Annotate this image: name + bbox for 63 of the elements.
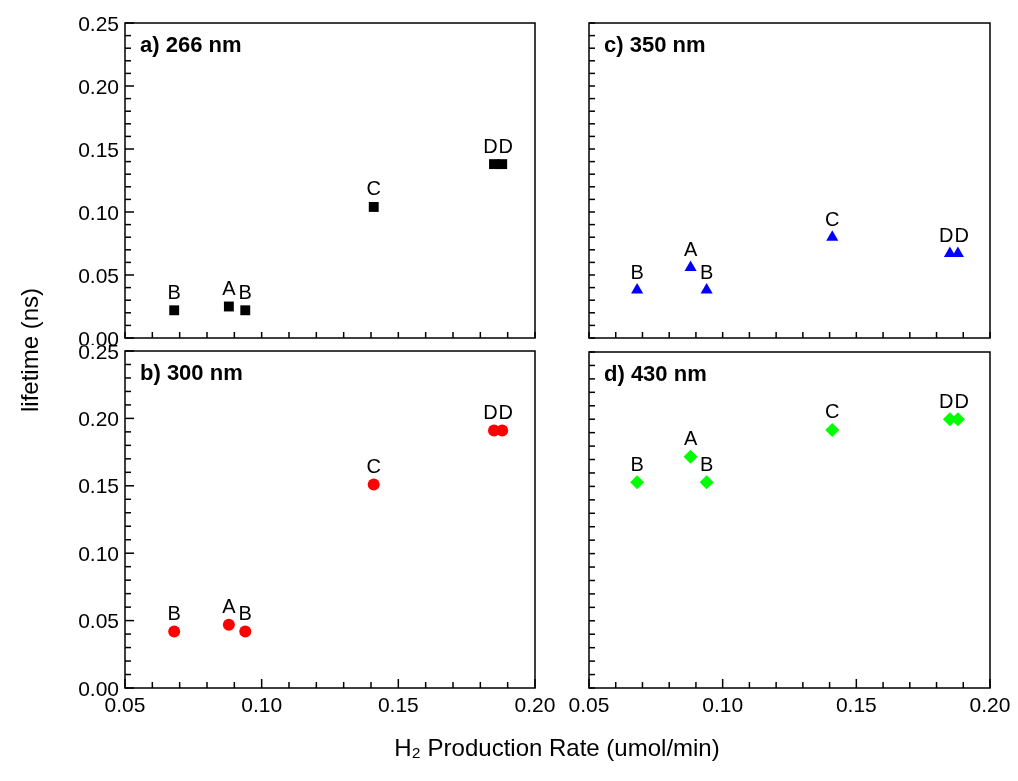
annotation: D [483,401,498,424]
point [700,283,713,294]
annotation: C [825,207,840,230]
annotation: B [167,601,181,624]
annotation: A [683,427,698,450]
chart-title: a) 266 nm [140,32,242,58]
point [240,305,251,316]
point [683,449,698,464]
point [222,618,235,631]
annotation: D [954,224,969,247]
annotation: A [683,237,698,260]
text: d) 430 nm [604,361,707,387]
y-tick-label: 0.05 [78,263,119,287]
chart-title: c) 350 nm [604,32,706,58]
point [826,230,839,241]
x-tick-label: 0.05 [568,693,610,716]
chart-title: b) 300 nm [140,360,243,386]
annotation: B [630,452,644,475]
annotation: D [498,401,514,424]
annotation: C [825,400,840,423]
y-tick-label: 0.10 [78,200,119,224]
annotation: D [938,389,954,412]
x-tick-label: 0.15 [835,693,877,716]
x-axis-title: H₂ Production Rate (umol/min) [394,734,720,762]
annotation: C [366,177,381,200]
annotation: B [699,260,714,283]
annotation: B [238,601,252,624]
annotation: B [630,260,644,283]
y-tick-label: 0.10 [78,541,119,565]
annotation: A [222,277,237,300]
y-tick-label: 0.20 [78,74,119,98]
annotation: B [167,280,181,303]
annotation: D [954,389,969,412]
annotation: C [366,454,381,477]
point [699,475,714,490]
y-tick-label: 0.15 [78,474,119,498]
point [497,159,508,170]
x-tick-label: 0.20 [969,693,1011,716]
x-tick-label: 0.10 [241,693,283,716]
point [168,625,181,638]
y-tick-label: 0.20 [78,406,119,430]
point [169,305,180,316]
y-tick-label: 0.15 [78,137,119,161]
point [367,478,380,491]
annotation: B [699,452,714,475]
annotation: D [483,134,498,157]
x-tick-label: 0.10 [702,693,744,716]
point [239,625,252,638]
point [223,301,234,312]
x-tick-label: 0.15 [377,693,419,716]
annotation: B [238,280,252,303]
point [631,283,644,294]
y-tick-label: 0.05 [78,609,119,633]
annotation: D [498,134,514,157]
point [684,260,697,271]
annotation: A [222,595,237,618]
point [368,202,379,212]
y-axis-title: lifetime (ns) [16,287,44,413]
y-tick-label: 0.25 [78,11,119,35]
point [630,475,645,490]
x-tick-label: 0.20 [514,693,556,716]
annotation: D [938,224,954,247]
point [825,422,840,437]
